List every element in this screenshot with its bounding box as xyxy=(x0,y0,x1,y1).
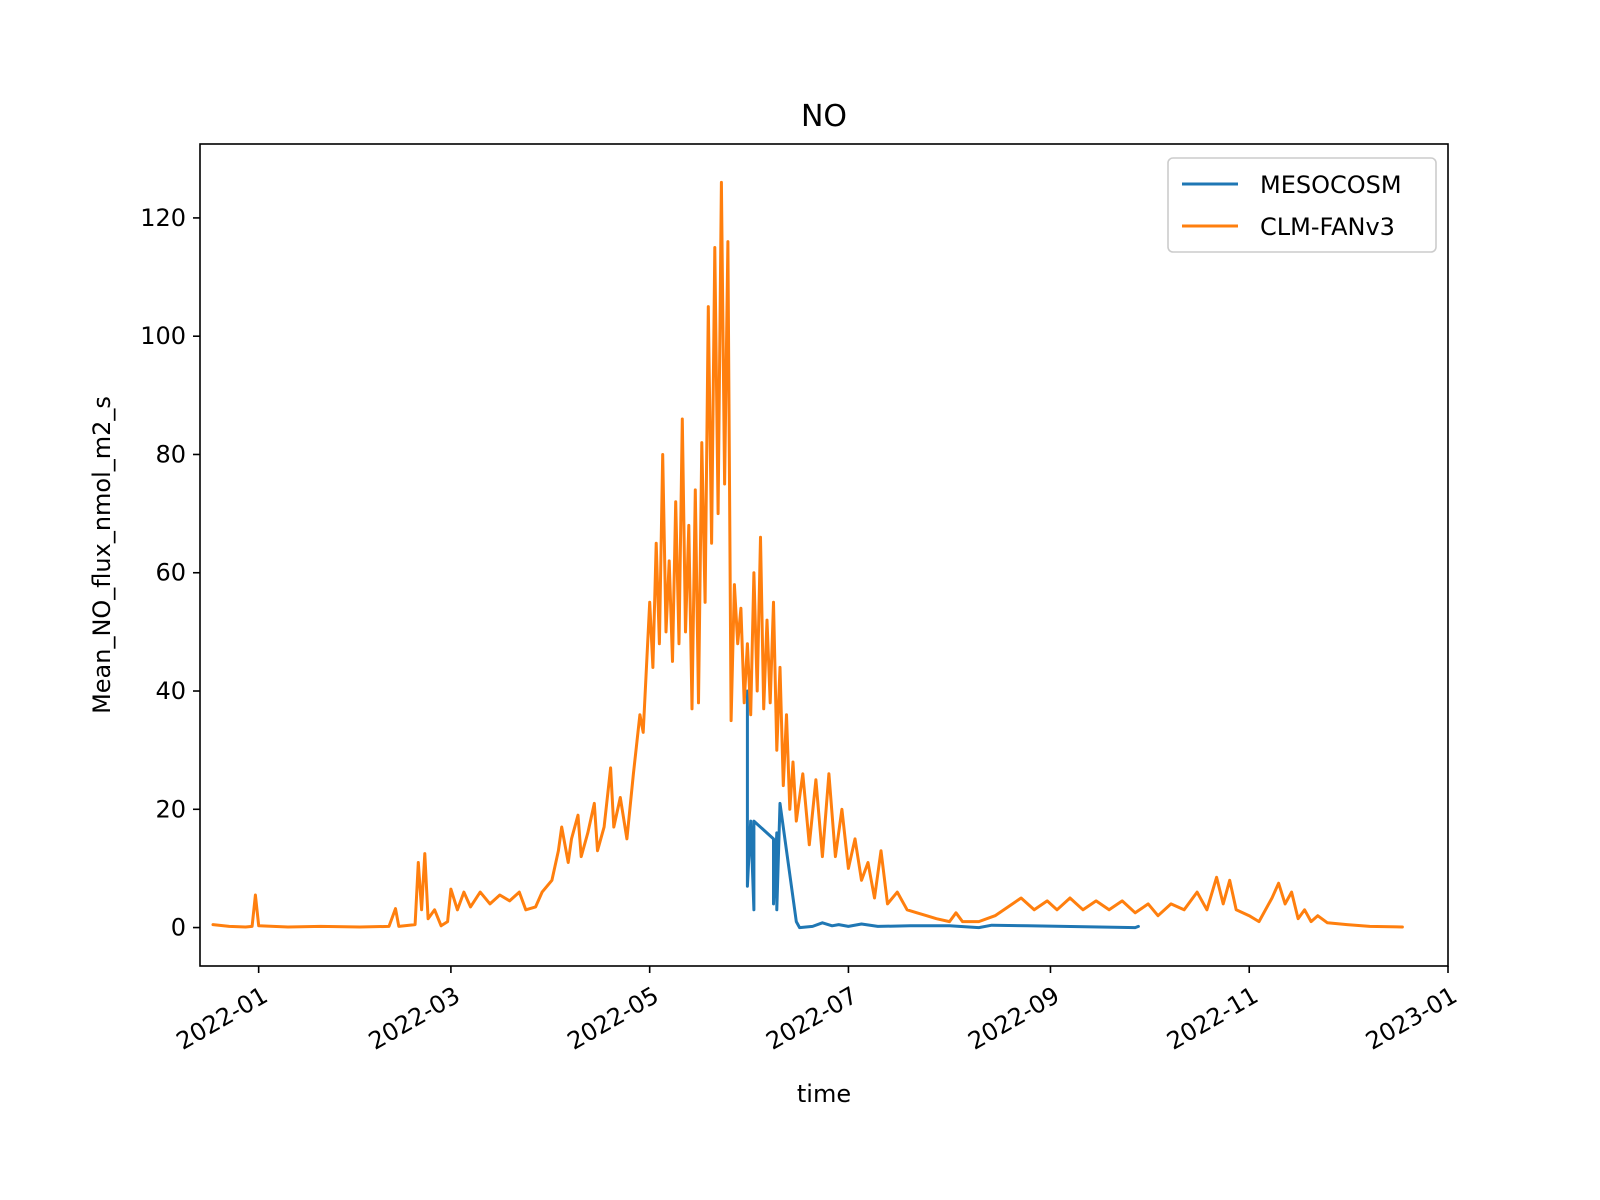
y-tick-label: 20 xyxy=(155,795,186,823)
y-tick-label: 120 xyxy=(140,204,186,232)
series-line-mesocosm xyxy=(745,689,1140,930)
chart-title: NO xyxy=(801,99,847,134)
legend-label: MESOCOSM xyxy=(1260,171,1402,199)
y-tick-label: 60 xyxy=(155,559,186,587)
legend: MESOCOSM CLM-FANv3 xyxy=(1167,157,1437,253)
y-tick-label: 100 xyxy=(140,322,186,350)
legend-box xyxy=(1167,157,1437,253)
y-tick-label: 0 xyxy=(171,914,186,942)
plot-frame xyxy=(199,143,1449,967)
x-axis-label: time xyxy=(797,1080,851,1108)
legend-label: CLM-FANv3 xyxy=(1260,213,1395,241)
y-tick-label: 80 xyxy=(155,440,186,468)
series-line-clm-fanv3 xyxy=(211,180,1404,929)
y-axis: 0 20 40 60 80 100 120 xyxy=(140,204,200,942)
y-axis-label: Mean_NO_flux_nmol_m2_s xyxy=(88,396,116,714)
series-layer xyxy=(211,180,1404,930)
y-tick-label: 40 xyxy=(155,677,186,705)
